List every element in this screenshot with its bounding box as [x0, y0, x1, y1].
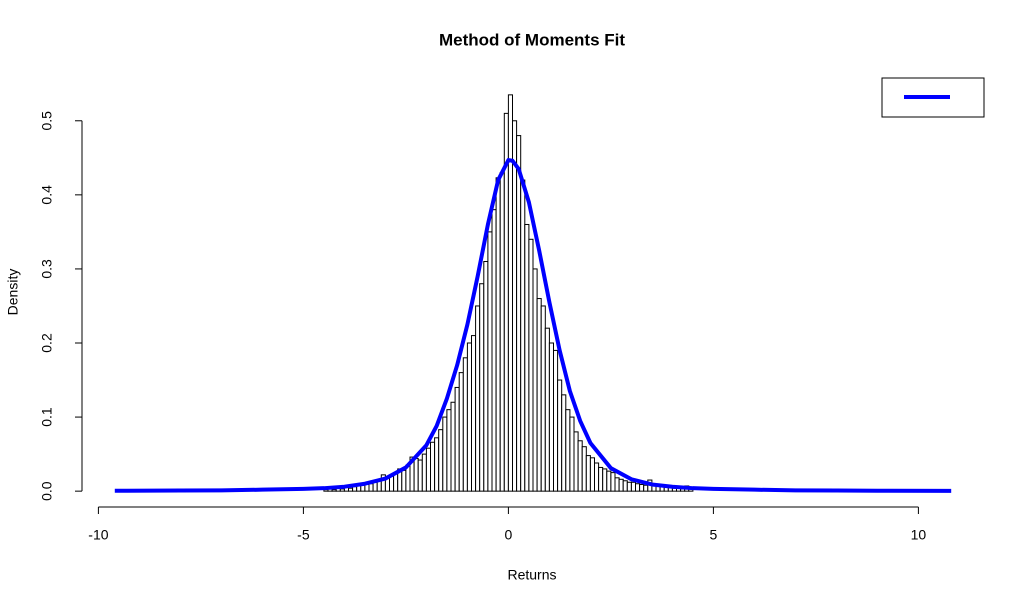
histogram-bar — [389, 475, 395, 492]
histogram-bar — [512, 120, 518, 492]
histogram-bar — [614, 477, 620, 492]
x-tick-label: 0 — [505, 527, 513, 543]
y-tick-label: 0.1 — [39, 407, 55, 427]
y-axis-label: Density — [5, 269, 21, 316]
y-tick-label: 0.4 — [39, 185, 55, 205]
histogram-bar — [479, 283, 485, 492]
histogram-bar — [434, 437, 440, 492]
histogram-bar — [606, 470, 612, 492]
histogram-bar — [610, 472, 616, 492]
histogram-bar — [561, 394, 567, 492]
histogram-bar — [532, 268, 538, 492]
histogram-bar — [425, 447, 431, 492]
histogram-bar — [618, 478, 624, 492]
histogram-bar — [589, 457, 596, 492]
y-tick-label: 0.3 — [39, 259, 55, 279]
histogram-bar — [475, 305, 481, 492]
histogram-bar — [462, 357, 468, 492]
y-tick-label: 0.2 — [39, 333, 55, 353]
y-tick-label: 0.5 — [39, 111, 55, 131]
histogram-bar — [499, 172, 505, 492]
histogram-bar — [442, 416, 448, 492]
histogram-bar — [339, 488, 345, 492]
histogram-bar — [348, 487, 354, 492]
histogram-bar — [540, 305, 546, 492]
histogram-bar — [372, 481, 378, 492]
histogram-bar — [581, 446, 587, 492]
histogram-bar — [454, 386, 460, 492]
histogram-bar — [598, 466, 604, 492]
histogram-bar — [643, 484, 649, 492]
histogram-bar — [421, 453, 427, 492]
histogram-bar — [368, 483, 374, 492]
histogram-bar — [548, 342, 555, 492]
histogram-bar — [557, 379, 563, 492]
histogram-bar — [630, 481, 637, 492]
histogram-bar — [430, 441, 436, 492]
histogram-bar — [507, 94, 513, 492]
histogram-bar — [413, 458, 419, 492]
histogram-bar — [466, 342, 472, 492]
histogram-bar — [458, 372, 464, 492]
histogram-bar — [528, 238, 534, 492]
y-tick-label: 0.0 — [39, 481, 55, 501]
histogram-bar — [622, 480, 628, 492]
histogram-bar — [635, 483, 641, 492]
histogram-bar — [602, 468, 608, 492]
histogram-bar — [626, 481, 632, 492]
x-axis-label: Returns — [507, 567, 556, 583]
histogram-bar — [487, 231, 493, 492]
histogram-bar — [553, 349, 559, 492]
histogram-bar — [569, 416, 575, 492]
histogram-bar — [536, 298, 542, 492]
histogram-bar — [483, 261, 489, 492]
histogram-bar — [331, 489, 337, 492]
chart-title: Method of Moments Fit — [439, 30, 625, 49]
histogram-bar — [544, 327, 550, 492]
x-tick-label: -10 — [88, 527, 108, 543]
histogram-bar — [639, 483, 645, 492]
histogram-bar — [524, 223, 530, 492]
histogram-bar — [401, 469, 407, 492]
histogram-bar — [577, 440, 583, 492]
histogram-bar — [565, 409, 571, 492]
histogram-bar — [438, 429, 444, 492]
histogram-bar — [417, 459, 423, 492]
histogram-bar — [573, 431, 579, 492]
histogram-bar — [520, 179, 526, 492]
histogram-bar — [446, 409, 452, 492]
histogram-bar — [585, 455, 591, 492]
histogram-bar — [471, 335, 477, 492]
histogram-bar — [516, 135, 522, 492]
histogram-bar — [450, 401, 456, 492]
x-tick-label: 10 — [911, 527, 927, 543]
x-tick-label: -5 — [297, 527, 310, 543]
x-tick-label: 5 — [710, 527, 718, 543]
histogram-bar — [495, 177, 501, 492]
fit-line — [114, 158, 952, 493]
histogram-bar — [594, 462, 600, 492]
histogram-bar — [491, 209, 497, 492]
